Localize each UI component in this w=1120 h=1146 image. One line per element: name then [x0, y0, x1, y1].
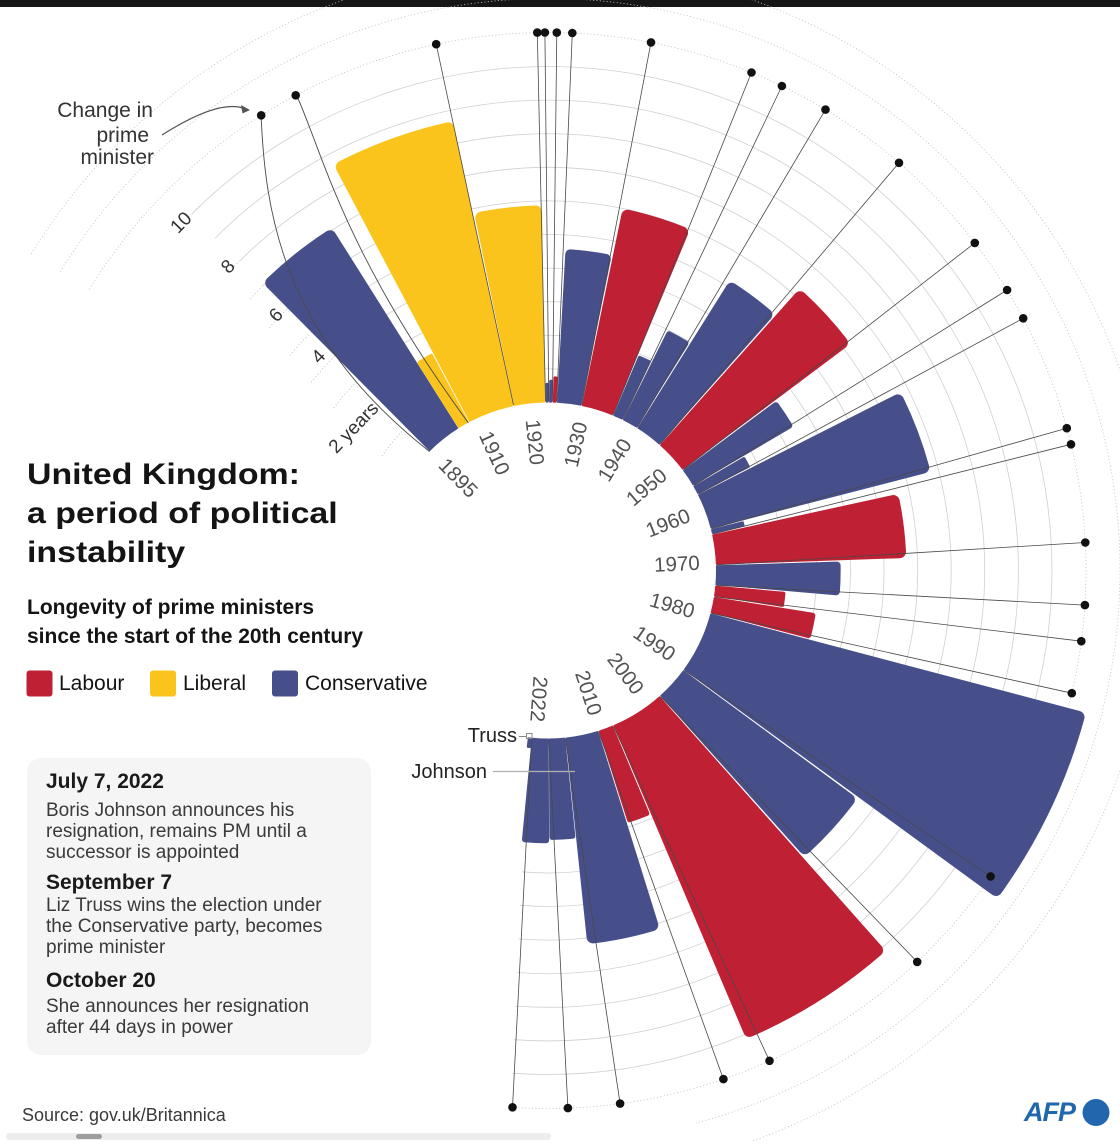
svg-text:successor is appointed: successor is appointed — [46, 842, 239, 863]
svg-text:Liz Truss wins the election un: Liz Truss wins the election under — [46, 895, 322, 916]
svg-text:She announces her resignation: She announces her resignation — [46, 996, 309, 1017]
svg-text:Boris Johnson announces his: Boris Johnson announces his — [46, 800, 294, 821]
svg-text:July 7, 2022: July 7, 2022 — [46, 770, 164, 793]
svg-text:resignation, remains PM until: resignation, remains PM until a — [46, 821, 307, 842]
svg-text:Johnson: Johnson — [411, 761, 487, 783]
svg-text:1970: 1970 — [654, 552, 701, 577]
svg-text:Longevity of prime ministers: Longevity of prime ministers — [27, 596, 314, 619]
svg-text:the Conservative party, become: the Conservative party, becomes — [46, 916, 322, 937]
svg-text:Change in: Change in — [57, 99, 153, 122]
svg-text:minister: minister — [80, 146, 154, 169]
svg-text:after 44 days in power: after 44 days in power — [46, 1017, 234, 1038]
svg-text:Source: gov.uk/Britannica: Source: gov.uk/Britannica — [22, 1105, 227, 1125]
svg-text:2022: 2022 — [525, 675, 551, 722]
svg-text:United Kingdom:: United Kingdom: — [27, 457, 300, 491]
svg-text:prime minister: prime minister — [46, 937, 166, 958]
svg-text:since the start of the 20th ce: since the start of the 20th century — [27, 625, 363, 648]
svg-text:Truss: Truss — [468, 725, 517, 747]
svg-text:September 7: September 7 — [46, 871, 172, 894]
svg-text:instability: instability — [27, 535, 185, 569]
svg-text:a period of political: a period of political — [27, 496, 338, 530]
svg-text:Labour: Labour — [59, 672, 124, 695]
svg-text:October 20: October 20 — [46, 969, 156, 992]
svg-text:AFP: AFP — [1023, 1097, 1077, 1127]
svg-text:Liberal: Liberal — [183, 672, 246, 695]
svg-text:prime: prime — [96, 124, 149, 147]
svg-text:Conservative: Conservative — [305, 672, 428, 695]
svg-text:1920: 1920 — [521, 418, 549, 466]
